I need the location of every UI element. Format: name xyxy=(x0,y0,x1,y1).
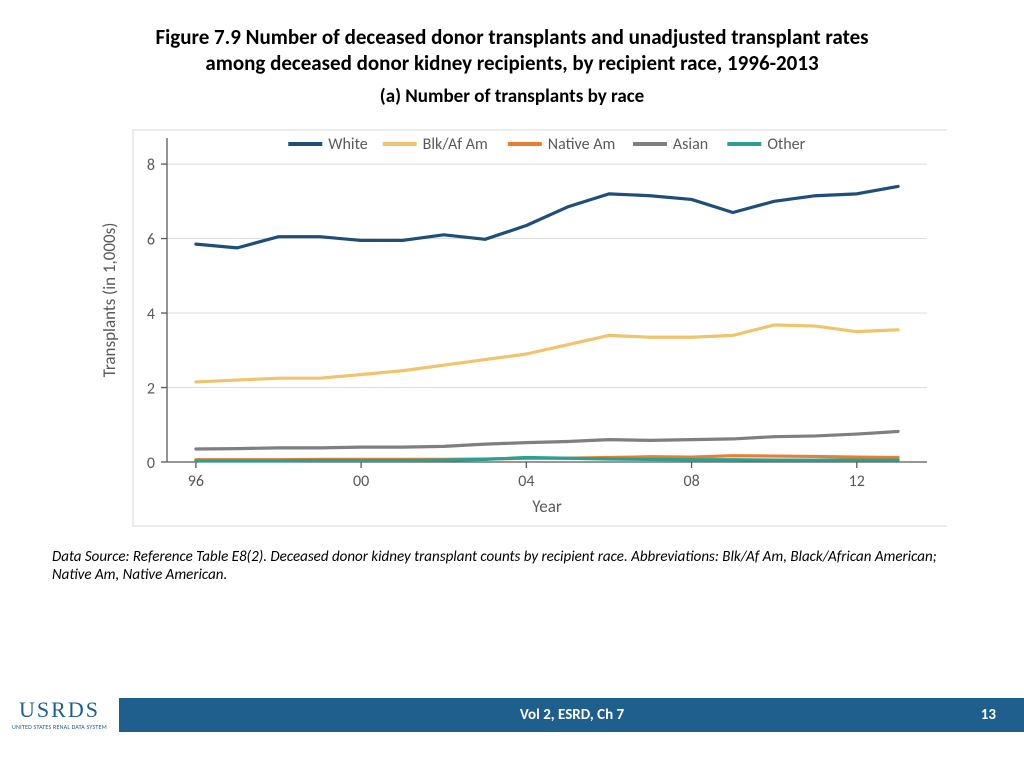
svg-text:Transplants (in 1,000s): Transplants (in 1,000s) xyxy=(99,222,120,377)
svg-text:8: 8 xyxy=(147,156,155,175)
figure-title-line2: among deceased donor kidney recipients, … xyxy=(205,50,818,76)
svg-text:00: 00 xyxy=(353,472,369,491)
svg-text:White: White xyxy=(328,135,368,154)
footer-bar: Vol 2, ESRD, Ch 7 13 xyxy=(120,698,1024,732)
svg-text:0: 0 xyxy=(147,454,155,473)
svg-text:Other: Other xyxy=(767,135,805,154)
svg-text:6: 6 xyxy=(147,230,155,249)
logo-sub-text: UNITED STATES RENAL DATA SYSTEM xyxy=(12,723,107,731)
logo-main-text: USRDS xyxy=(19,699,100,721)
svg-text:Native Am: Native Am xyxy=(548,135,615,154)
footer-center-text: Vol 2, ESRD, Ch 7 xyxy=(520,706,624,724)
chart-svg: 0 2 4 6 8 96 00 04 08 12 Year Transplants (in 1,000… xyxy=(77,124,947,534)
svg-text:Blk/Af Am: Blk/Af Am xyxy=(423,135,488,154)
figure-title: Figure 7.9 Number of deceased donor tran… xyxy=(60,24,964,77)
footer-page-number: 13 xyxy=(981,706,996,724)
svg-text:Year: Year xyxy=(532,496,562,517)
svg-text:Asian: Asian xyxy=(673,135,708,154)
line-chart: 0 2 4 6 8 96 00 04 08 12 Year Transplants (in 1,000… xyxy=(77,124,947,534)
figure-caption: Data Source: Reference Table E8(2). Dece… xyxy=(0,534,1024,586)
svg-text:96: 96 xyxy=(188,472,204,491)
page-footer: USRDS UNITED STATES RENAL DATA SYSTEM Vo… xyxy=(0,698,1024,732)
figure-subtitle: (a) Number of transplants by race xyxy=(60,85,964,108)
usrds-logo: USRDS UNITED STATES RENAL DATA SYSTEM xyxy=(0,698,120,732)
svg-text:12: 12 xyxy=(849,472,865,491)
figure-title-line1: Figure 7.9 Number of deceased donor tran… xyxy=(155,24,868,50)
svg-text:08: 08 xyxy=(683,472,699,491)
svg-text:04: 04 xyxy=(518,472,534,491)
svg-text:4: 4 xyxy=(147,305,155,324)
svg-text:2: 2 xyxy=(147,379,155,398)
